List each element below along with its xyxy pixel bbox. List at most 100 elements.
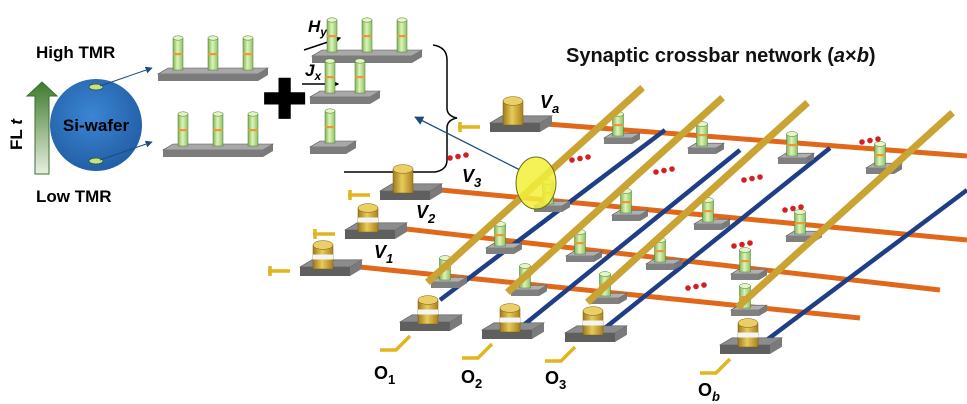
pad-side	[674, 259, 682, 270]
pad-front	[591, 298, 619, 304]
plus-icon: ✚	[262, 70, 307, 130]
white-stripe	[500, 317, 520, 323]
pad-front	[694, 224, 722, 230]
pillar-band	[327, 35, 337, 38]
pad-side	[722, 219, 730, 230]
pad-front	[400, 322, 450, 331]
gold-cylinder-cap	[502, 96, 524, 106]
pad-side	[615, 325, 627, 342]
pad-front	[158, 74, 258, 81]
white-stripe	[418, 309, 438, 315]
input-label-v1: V1	[374, 242, 393, 266]
continuation-dot	[782, 207, 788, 213]
continuation-dot	[867, 137, 873, 144]
gold-cylinder-cap	[417, 295, 439, 305]
pillar-cap	[177, 111, 189, 117]
pillar-band	[178, 129, 188, 132]
wafer-label: Si-wafer	[63, 116, 130, 135]
hy-label: Hy	[308, 17, 328, 39]
pillar-band	[574, 242, 586, 245]
input-label-va: Va	[540, 92, 559, 116]
pillar-cap	[739, 283, 751, 289]
pad-side	[619, 293, 627, 304]
pad-front	[486, 248, 514, 254]
pillar-band	[794, 222, 806, 225]
output-terminal-icon	[700, 357, 732, 375]
jx-label: Jx	[305, 61, 322, 83]
pillar-cap	[324, 58, 336, 64]
pad-front	[482, 330, 532, 339]
pad-front	[163, 150, 263, 157]
bit-line	[758, 188, 967, 347]
pillar-band	[362, 35, 372, 38]
pillar-cap	[519, 263, 531, 269]
pillar-cap	[874, 141, 886, 147]
pillar-band	[243, 53, 253, 56]
pad-top	[308, 90, 382, 98]
pillar-band	[874, 154, 886, 157]
pad-front	[380, 191, 430, 200]
device-stack-section: Hy Jx	[302, 17, 521, 173]
pad-side	[806, 153, 814, 164]
output-terminal-icon	[545, 345, 577, 363]
pillar-cap	[786, 131, 798, 137]
pillar-band	[696, 134, 708, 137]
pad-front	[612, 215, 640, 221]
continuation-dot	[569, 157, 575, 163]
pad-front	[731, 310, 759, 316]
pad-side	[539, 285, 547, 296]
top-electrode-bar	[735, 110, 955, 310]
pointer-arrow-low	[99, 140, 153, 161]
pad-front	[431, 282, 459, 288]
continuation-dot	[685, 285, 691, 291]
white-stripe	[583, 320, 603, 326]
pad-front	[310, 147, 346, 154]
pad-side	[770, 337, 782, 354]
pillar-cap	[242, 35, 254, 41]
pad-front	[565, 333, 615, 342]
zoom-pointer-arrow	[414, 116, 521, 171]
output-terminal-icon	[380, 334, 412, 352]
white-stripe	[738, 332, 758, 338]
pad-side	[514, 243, 522, 254]
crossbar-network	[268, 85, 967, 375]
pad-front	[534, 206, 562, 212]
fl-axis-label: FL t	[7, 118, 26, 150]
input-terminal-icon	[458, 122, 480, 132]
gold-cylinder-cap	[582, 306, 604, 316]
top-electrode-bar	[505, 95, 725, 295]
continuation-dot	[739, 241, 745, 248]
pad-side	[350, 259, 362, 276]
fl-thickness-arrow-icon	[25, 81, 59, 175]
pad-front	[566, 256, 594, 262]
pillar-cap	[396, 17, 408, 23]
pad-front	[688, 148, 716, 154]
pad-side	[594, 251, 602, 262]
pillar-band	[612, 124, 624, 127]
input-terminal-icon	[313, 229, 335, 239]
continuation-dot	[875, 136, 881, 142]
output-label-ob: Ob	[698, 380, 720, 404]
pad-side	[759, 269, 767, 280]
pillar-cap	[354, 58, 366, 64]
high-tmr-label: High TMR	[36, 43, 115, 62]
continuation-dot	[741, 177, 747, 183]
pillar-band	[494, 234, 506, 237]
input-label-v3: V3	[462, 166, 482, 190]
pad-side	[450, 314, 462, 331]
pillar-cap	[172, 35, 184, 41]
bit-line	[438, 128, 667, 302]
low-tmr-label: Low TMR	[36, 187, 112, 206]
pillar-band	[325, 76, 335, 79]
gold-cylinder-cap	[312, 240, 334, 250]
pad-side	[430, 183, 442, 200]
top-electrode-bar	[585, 100, 810, 305]
continuation-dot	[757, 174, 763, 180]
device-array-low-tmr	[161, 111, 275, 157]
pillar-band	[702, 210, 714, 213]
pillar-band	[786, 144, 798, 147]
pad-side	[759, 305, 767, 316]
continuation-dot	[747, 240, 753, 246]
diagram-title: Synaptic crossbar network (a×b)	[566, 45, 876, 67]
pillar-band	[213, 129, 223, 132]
